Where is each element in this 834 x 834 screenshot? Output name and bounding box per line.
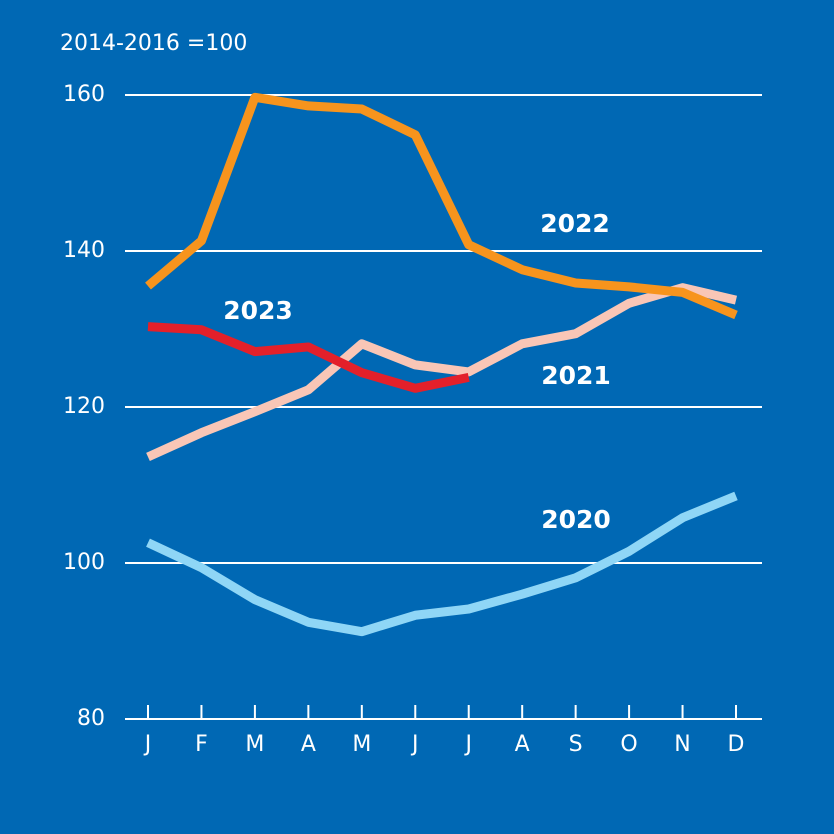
y-tick-label: 100 bbox=[63, 550, 105, 575]
x-tick-label: S bbox=[569, 732, 583, 757]
x-tick-label: A bbox=[301, 732, 316, 757]
y-axis-label: 2014-2016 =100 bbox=[60, 31, 247, 56]
x-tick-label: N bbox=[674, 732, 690, 757]
x-tick-label: O bbox=[620, 732, 637, 757]
x-tick-label: M bbox=[352, 732, 371, 757]
series-line bbox=[145, 92, 738, 320]
series-line bbox=[146, 491, 738, 637]
series-line bbox=[146, 283, 738, 462]
series-label: 2023 bbox=[223, 296, 293, 325]
x-tick-label: D bbox=[728, 732, 745, 757]
series-label: 2021 bbox=[541, 361, 611, 390]
x-tick-label: J bbox=[410, 732, 419, 757]
x-tick-label: J bbox=[463, 732, 472, 757]
series-label: 2020 bbox=[541, 505, 611, 534]
y-tick-label: 160 bbox=[63, 82, 105, 107]
x-tick-label: M bbox=[245, 732, 264, 757]
y-tick-label: 80 bbox=[77, 706, 105, 731]
x-tick-label: A bbox=[515, 732, 530, 757]
x-tick-label: J bbox=[143, 732, 152, 757]
series-line bbox=[147, 322, 470, 393]
y-tick-label: 140 bbox=[63, 238, 105, 263]
series-label: 2022 bbox=[540, 209, 610, 238]
x-tick-label: F bbox=[195, 732, 208, 757]
y-tick-label: 120 bbox=[63, 394, 105, 419]
